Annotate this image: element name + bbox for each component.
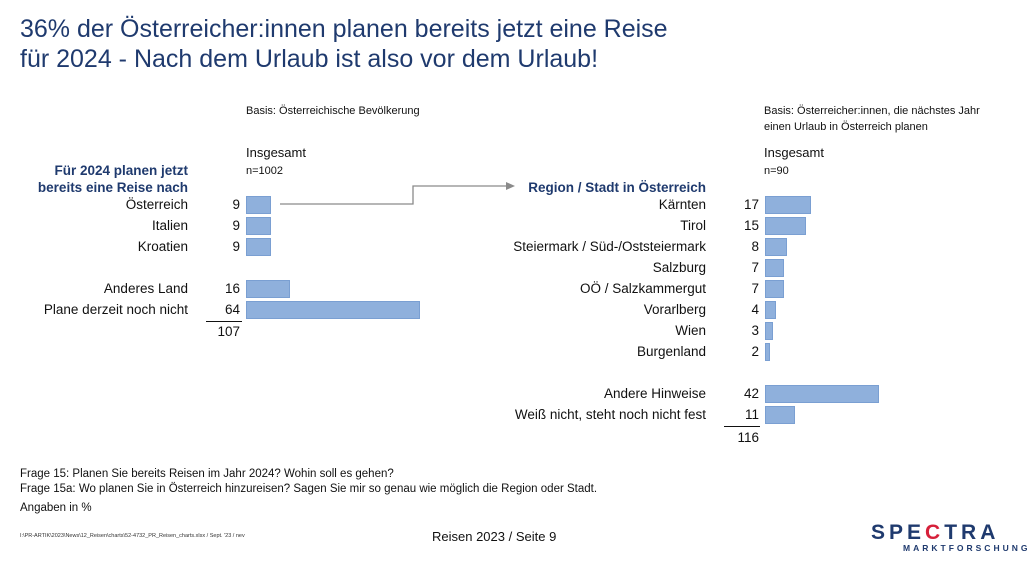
bar-label: Kärnten [658,197,706,212]
bar-value: 7 [751,281,759,296]
bar [246,301,420,319]
bar [765,196,812,214]
right-basis-line-2: einen Urlaub in Österreich planen [764,121,928,133]
bar-label: Kroatien [137,239,188,254]
bar-value: 9 [232,197,240,212]
bar [765,343,771,361]
bar-label: Vorarlberg [643,302,706,317]
bar [765,406,795,424]
bar [246,196,271,214]
right-group-label: Insgesamt [764,145,824,160]
bar-label: Tirol [680,218,706,233]
bar [765,322,774,340]
bar-value: 9 [232,218,240,233]
connector-arrow-icon [280,182,515,205]
bar-label: Anderes Land [103,281,188,296]
bar-label: OÖ / Salzkammergut [579,281,706,296]
bar-value: 42 [743,386,759,401]
bar-label: Salzburg [652,260,706,275]
bar-label: Steiermark / Süd-/Oststeiermark [513,239,706,254]
bar-value: 2 [751,344,759,359]
bar [246,238,271,256]
total-value: 107 [217,324,240,339]
left-heading: Für 2024 planen jetzt bereits eine Reise… [20,162,188,196]
bar [765,238,787,256]
footer-question-1: Frage 15: Planen Sie bereits Reisen im J… [20,468,394,480]
bar [765,217,806,235]
logo-wordmark: SPECTRA [871,521,1000,544]
right-heading: Region / Stadt in Österreich [528,180,706,195]
left-n: n=1002 [246,165,284,177]
bar-value: 7 [751,260,759,275]
bar-label: Italien [151,218,188,233]
bar-label: Andere Hinweise [603,386,706,401]
bar-value: 15 [743,218,759,233]
bar [246,217,271,235]
bar-value: 11 [744,407,759,422]
bar-label: Weiß nicht, steht noch nicht fest [514,407,706,422]
page-title: 36% der Österreicher:innen planen bereit… [20,14,920,74]
bar-value: 17 [743,197,759,212]
bar-value: 4 [751,302,759,317]
bar-label: Burgenland [636,344,706,359]
bar-value: 9 [232,239,240,254]
bar-value: 64 [224,302,240,317]
bar-value: 8 [751,239,759,254]
bar-label: Wien [675,323,706,338]
bar [765,385,879,403]
title-line-1: 36% der Österreicher:innen planen bereit… [20,15,668,43]
left-group-label: Insgesamt [246,145,306,160]
bar-label: Österreich [125,197,188,212]
spectra-logo: SPECTRA MARKTFORSCHUNG [871,521,1030,553]
right-n: n=90 [764,165,789,177]
total-value: 116 [737,430,759,445]
total-rule [724,426,760,427]
bar [765,259,784,277]
bar-label: Plane derzeit noch nicht [43,302,188,317]
left-heading-line-1: Für 2024 planen jetzt [54,163,188,178]
logo-subline: MARKTFORSCHUNG [903,543,1031,553]
right-basis: Basis: Österreicher:innen, die nächstes … [764,103,980,135]
footer-units: Angaben in % [20,502,92,514]
bar [765,301,776,319]
left-basis: Basis: Österreichische Bevölkerung [246,105,420,117]
bar [246,280,290,298]
right-basis-line-1: Basis: Österreicher:innen, die nächstes … [764,105,980,117]
bar [765,280,784,298]
bar-value: 3 [751,323,759,338]
footer-question-2: Frage 15a: Wo planen Sie in Österreich h… [20,483,598,495]
bar-value: 16 [224,281,240,296]
footer-page-number: Reisen 2023 / Seite 9 [432,529,557,544]
left-heading-line-2: bereits eine Reise nach [37,180,188,195]
title-line-2: für 2024 - Nach dem Urlaub ist also vor … [20,45,599,73]
footer-file-path: I:\PR-ARTIK\2023\News\12_Reisen\charts\5… [20,533,245,539]
total-rule [206,321,242,322]
